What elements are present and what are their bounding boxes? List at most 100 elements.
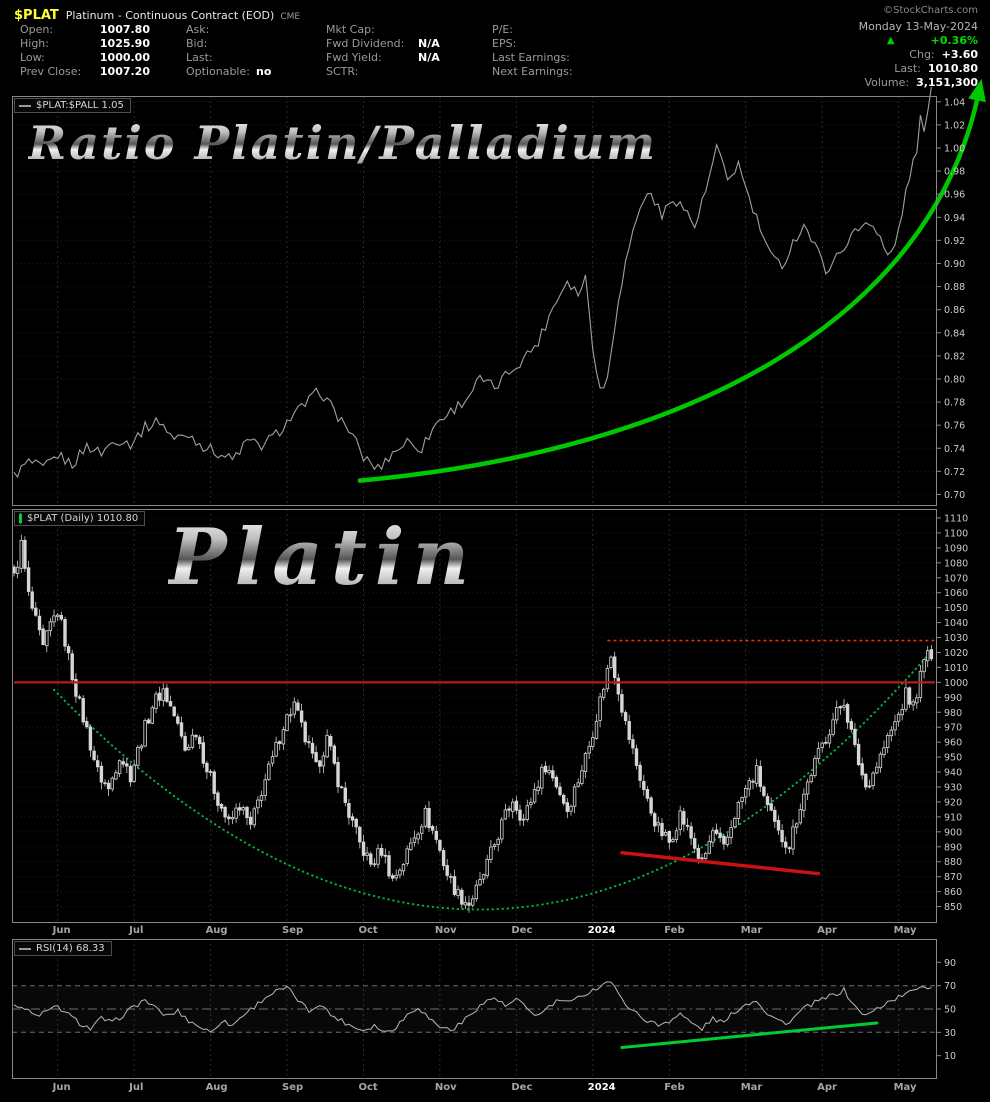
quote-value: N/A <box>418 51 440 64</box>
svg-text:1020: 1020 <box>944 648 968 659</box>
candle-swatch-icon <box>19 514 22 523</box>
quote-row: Low: 1000.00 <box>20 51 162 65</box>
quote-value: 1025.90 <box>99 37 150 50</box>
symbol: $PLAT <box>14 8 59 23</box>
quote-row: High: 1025.90 <box>20 37 162 51</box>
month-label: Dec <box>511 1082 533 1093</box>
month-label: Mar <box>740 925 763 936</box>
quote-right-block: Monday 13-May-2024 ▲ +0.36% Chg: +3.60 La… <box>768 20 978 90</box>
svg-text:0.96: 0.96 <box>944 190 965 201</box>
month-label: Dec <box>511 925 533 936</box>
x-axis-months: Jun Jul Aug Sep Oct Nov Dec 2024 Feb Mar Apr May <box>0 1081 990 1095</box>
svg-text:1080: 1080 <box>944 558 968 569</box>
svg-text:1000: 1000 <box>944 678 968 689</box>
quote-label: Prev Close: <box>20 65 82 78</box>
svg-text:50: 50 <box>944 1005 956 1016</box>
ratio-chart: 0.70 0.72 0.74 0.76 0.78 0.80 0.82 0.84 0.86 0.88… <box>12 78 986 506</box>
svg-text:1090: 1090 <box>944 543 968 554</box>
quote-row: Last: 1010.80 <box>768 62 978 76</box>
quote-label: EPS: <box>492 37 517 50</box>
quote-row: Last: <box>186 51 308 65</box>
quote-column: Ask: Bid: Last: Optionable: no <box>186 23 308 79</box>
svg-text:0.92: 0.92 <box>944 236 965 247</box>
svg-text:90: 90 <box>944 958 956 969</box>
ratio-legend-label: $PLAT:$PALL 1.05 <box>36 100 124 111</box>
svg-text:1070: 1070 <box>944 573 968 584</box>
quote-row: Bid: <box>186 37 308 51</box>
svg-text:0.82: 0.82 <box>944 351 965 362</box>
rsi-legend-label: RSI(14) 68.33 <box>36 943 105 954</box>
svg-text:0.80: 0.80 <box>944 375 965 386</box>
svg-text:1050: 1050 <box>944 603 968 614</box>
quote-row: Chg: +3.60 <box>768 48 978 62</box>
symbol-title: Platinum - Continuous Contract (EOD) <box>65 9 275 22</box>
month-label: Jun <box>52 925 71 936</box>
svg-text:890: 890 <box>944 842 962 853</box>
line-swatch-icon <box>19 104 31 107</box>
svg-text:850: 850 <box>944 902 962 913</box>
change-indicator-row: ▲ +0.36% <box>768 34 978 48</box>
svg-text:1.04: 1.04 <box>944 97 965 108</box>
month-label: May <box>893 1082 917 1093</box>
quote-row: Mkt Cap: <box>326 23 478 37</box>
month-label: Mar <box>740 1082 763 1093</box>
month-label: Apr <box>817 1082 837 1093</box>
month-label: Feb <box>664 925 685 936</box>
month-label: 2024 <box>587 925 616 936</box>
svg-text:970: 970 <box>944 723 962 734</box>
svg-text:0.74: 0.74 <box>944 444 965 455</box>
rsi-chart: 10 30 50 70 90 <box>12 939 978 1079</box>
site-credit: ©StockCharts.com <box>883 5 978 16</box>
quote-label: Chg: <box>909 48 935 61</box>
quote-row: Ask: <box>186 23 308 37</box>
quote-row: Optionable: no <box>186 65 308 79</box>
quote-label: Next Earnings: <box>492 65 573 78</box>
month-label: Feb <box>664 1082 685 1093</box>
quote-row: Volume: 3,151,300 <box>768 76 978 90</box>
svg-text:950: 950 <box>944 753 962 764</box>
quote-label: Last: <box>186 51 213 64</box>
svg-text:0.70: 0.70 <box>944 490 965 501</box>
quote-value: 1007.80 <box>99 23 150 36</box>
quote-label: Fwd Yield: <box>326 51 382 64</box>
quote-value: no <box>256 65 272 78</box>
quote-row: SCTR: <box>326 65 478 79</box>
quote-label: Mkt Cap: <box>326 23 375 36</box>
svg-text:870: 870 <box>944 872 962 883</box>
month-label: Sep <box>282 925 304 936</box>
svg-text:880: 880 <box>944 857 962 868</box>
up-triangle-icon: ▲ <box>886 35 895 46</box>
quote-label: Last Earnings: <box>492 51 570 64</box>
svg-text:1060: 1060 <box>944 588 968 599</box>
svg-text:980: 980 <box>944 708 962 719</box>
price-legend-label: $PLAT (Daily) 1010.80 <box>27 513 139 524</box>
svg-text:1.02: 1.02 <box>944 120 965 131</box>
quote-row: Next Earnings: <box>492 65 670 79</box>
month-label: Sep <box>282 1082 304 1093</box>
quote-label: High: <box>20 37 49 50</box>
quote-value: 1000.00 <box>99 51 150 64</box>
quote-label: Low: <box>20 51 45 64</box>
quote-label: P/E: <box>492 23 513 36</box>
quote-date: Monday 13-May-2024 <box>858 20 978 33</box>
svg-text:1040: 1040 <box>944 618 968 629</box>
svg-text:900: 900 <box>944 827 962 838</box>
quote-label: Volume: <box>864 76 910 89</box>
month-label: Jul <box>129 1082 144 1093</box>
svg-text:0.84: 0.84 <box>944 328 965 339</box>
quote-label: Ask: <box>186 23 210 36</box>
month-label: May <box>893 925 917 936</box>
svg-text:930: 930 <box>944 783 962 794</box>
quote-value: 1007.20 <box>99 65 150 78</box>
svg-text:1010: 1010 <box>944 663 968 674</box>
quote-label: Optionable: <box>186 65 250 78</box>
month-label: Aug <box>205 925 228 936</box>
svg-text:1110: 1110 <box>944 514 968 525</box>
svg-text:920: 920 <box>944 797 962 808</box>
svg-text:940: 940 <box>944 768 962 779</box>
quote-grid: Open: 1007.80 High: 1025.90 Low: 1000.00 Pr… <box>20 23 670 79</box>
ratio-legend: $PLAT:$PALL 1.05 <box>14 98 131 113</box>
svg-text:30: 30 <box>944 1028 956 1039</box>
quote-label: Bid: <box>186 37 208 50</box>
svg-text:990: 990 <box>944 693 962 704</box>
